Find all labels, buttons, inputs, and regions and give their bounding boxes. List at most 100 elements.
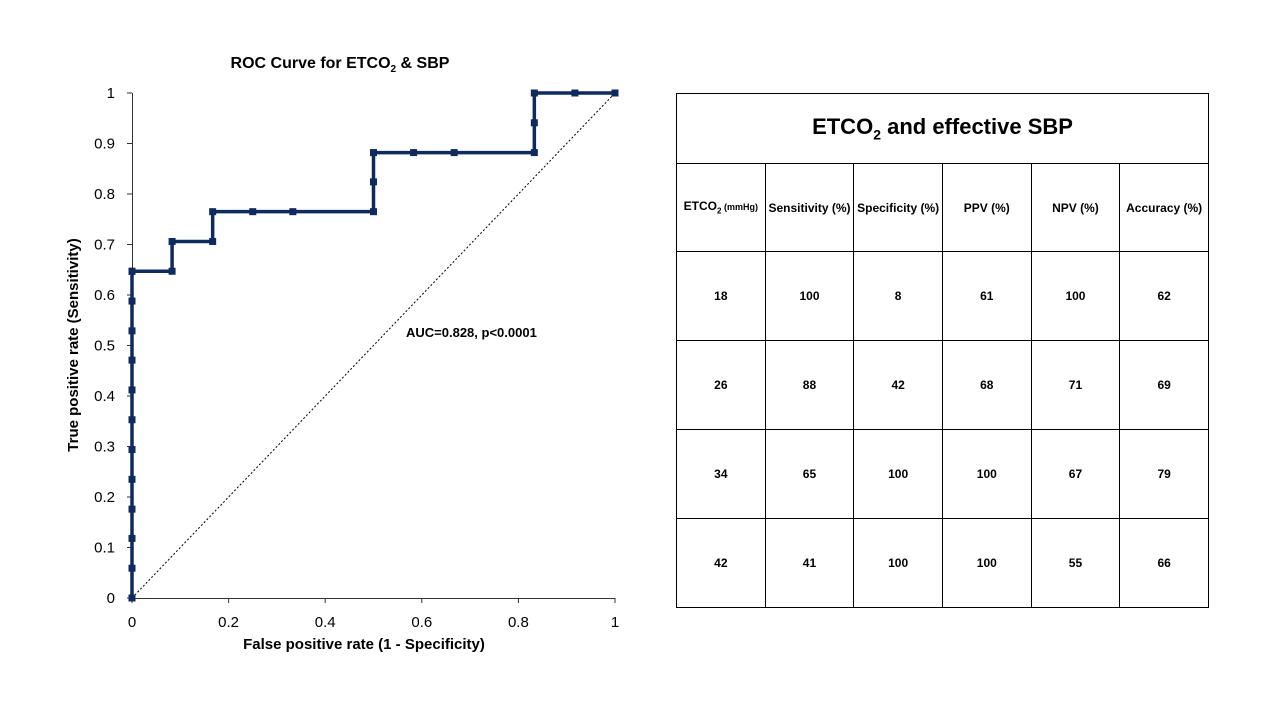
table-cell: 71 (1030, 340, 1121, 430)
table-cell: 34 (676, 429, 766, 519)
header-etco2-subscript: 2 (717, 206, 722, 216)
table-cell: 69 (1119, 340, 1209, 430)
roc-point (128, 297, 136, 305)
table-row: 34 65 100 100 67 79 (676, 429, 1209, 519)
header-etco2: ETCO2 (mmHg) (676, 163, 766, 252)
roc-point (128, 594, 136, 602)
y-tick-label: 0.3 (94, 439, 115, 456)
table-cell: 100 (941, 429, 1032, 519)
chart-title-suffix: & SBP (396, 55, 450, 72)
chart-title-subscript: 2 (391, 64, 397, 75)
y-axis-ticks: 0 0.1 0.2 0.3 0.4 0.5 0.6 0.7 0.8 0.9 1 (94, 85, 132, 607)
roc-chart: ROC Curve for ETCO2 & SBP 0 0.2 0.4 0.6 0.8 1… (65, 55, 619, 653)
header-etco2-unit: (mmHg) (721, 202, 758, 213)
roc-point (370, 208, 377, 216)
roc-point (128, 327, 136, 335)
roc-point (128, 534, 136, 542)
table-cell: 18 (676, 251, 766, 341)
roc-point (571, 89, 579, 97)
table-cell: 100 (853, 518, 943, 608)
roc-point (370, 178, 377, 186)
table-title-subscript: 2 (873, 126, 881, 143)
table-row: 26 88 42 68 71 69 (676, 340, 1209, 430)
y-tick-label: 0.9 (94, 136, 115, 153)
header-etco2-main: ETCO (683, 199, 718, 214)
header-npv: NPV (%) (1030, 163, 1121, 252)
table-cell: 65 (764, 429, 855, 519)
chance-reference-line (131, 92, 616, 599)
roc-point (209, 237, 217, 245)
x-tick-label: 0.6 (411, 614, 432, 631)
table-cell: 42 (853, 340, 943, 430)
table-title-main: ETCO (812, 114, 874, 140)
x-tick-label: 0.2 (218, 614, 239, 631)
roc-point (168, 267, 176, 275)
roc-point (611, 89, 619, 97)
etco2-sbp-table: ETCO2 and effective SBP ETCO2 (mmHg) Sen… (676, 93, 1209, 608)
roc-point (249, 208, 257, 216)
table-cell: 100 (941, 518, 1032, 608)
table-cell: 26 (676, 340, 766, 430)
roc-point (530, 119, 538, 127)
y-tick-label: 0.4 (94, 388, 115, 405)
y-tick-label: 1 (107, 85, 115, 102)
roc-point (289, 208, 297, 216)
roc-point (128, 356, 136, 364)
roc-point (128, 267, 136, 275)
table-cell: 88 (764, 340, 855, 430)
roc-point (128, 446, 136, 454)
y-tick-label: 0.5 (94, 338, 115, 355)
table-cell: 62 (1119, 251, 1209, 341)
y-axis-title: True positive rate (Sensitivity) (65, 238, 82, 451)
y-tick-label: 0.2 (94, 489, 115, 506)
table-cell: 8 (853, 251, 943, 341)
roc-point (128, 416, 136, 424)
roc-line (130, 91, 615, 598)
x-axis-title: False positive rate (1 - Specificity) (243, 636, 485, 653)
table-title-suffix: and effective SBP (880, 114, 1073, 140)
table-cell: 100 (764, 251, 855, 341)
auc-annotation: AUC=0.828, p<0.0001 (406, 325, 537, 340)
header-sensitivity: Sensitivity (%) (764, 163, 855, 252)
table-cell: 67 (1030, 429, 1121, 519)
header-specificity: Specificity (%) (853, 163, 943, 252)
x-tick-label: 0 (128, 614, 136, 631)
table-header-row: ETCO2 (mmHg) Sensitivity (%) Specificity… (676, 163, 1209, 252)
table-cell: 100 (1030, 251, 1121, 341)
table-cell: 61 (941, 251, 1032, 341)
x-tick-label: 0.4 (315, 614, 336, 631)
roc-point (370, 149, 377, 157)
roc-point (128, 564, 136, 572)
roc-point (530, 149, 538, 157)
header-ppv: PPV (%) (941, 163, 1032, 252)
roc-point (450, 149, 458, 157)
roc-point (530, 89, 538, 97)
table-row: 18 100 8 61 100 62 (676, 251, 1209, 341)
table-cell: 100 (853, 429, 943, 519)
table-cell: 42 (676, 518, 766, 608)
table-title-row: ETCO2 and effective SBP (676, 93, 1209, 164)
y-tick-label: 0.7 (94, 237, 115, 254)
y-tick-label: 0 (107, 590, 115, 607)
x-tick-label: 0.8 (508, 614, 529, 631)
roc-point (128, 386, 136, 394)
roc-point (168, 237, 176, 245)
y-tick-label: 0.6 (94, 287, 115, 304)
roc-point (128, 505, 136, 513)
chart-title: ROC Curve for ETCO2 & SBP (231, 55, 450, 75)
roc-point (209, 208, 217, 216)
table-cell: 41 (764, 518, 855, 608)
header-accuracy: Accuracy (%) (1119, 163, 1209, 252)
table-title: ETCO2 and effective SBP (676, 93, 1209, 164)
chart-title-main: ROC Curve for ETCO (231, 55, 391, 72)
table-cell: 68 (941, 340, 1032, 430)
table-cell: 79 (1119, 429, 1209, 519)
table-row: 42 41 100 100 55 66 (676, 518, 1209, 608)
roc-point (410, 149, 418, 157)
table-cell: 55 (1030, 518, 1121, 608)
y-tick-label: 0.1 (94, 540, 115, 557)
table-cell: 66 (1119, 518, 1209, 608)
x-axis-ticks: 0 0.2 0.4 0.6 0.8 1 (128, 598, 619, 631)
x-tick-label: 1 (611, 614, 619, 631)
roc-series (128, 89, 619, 602)
